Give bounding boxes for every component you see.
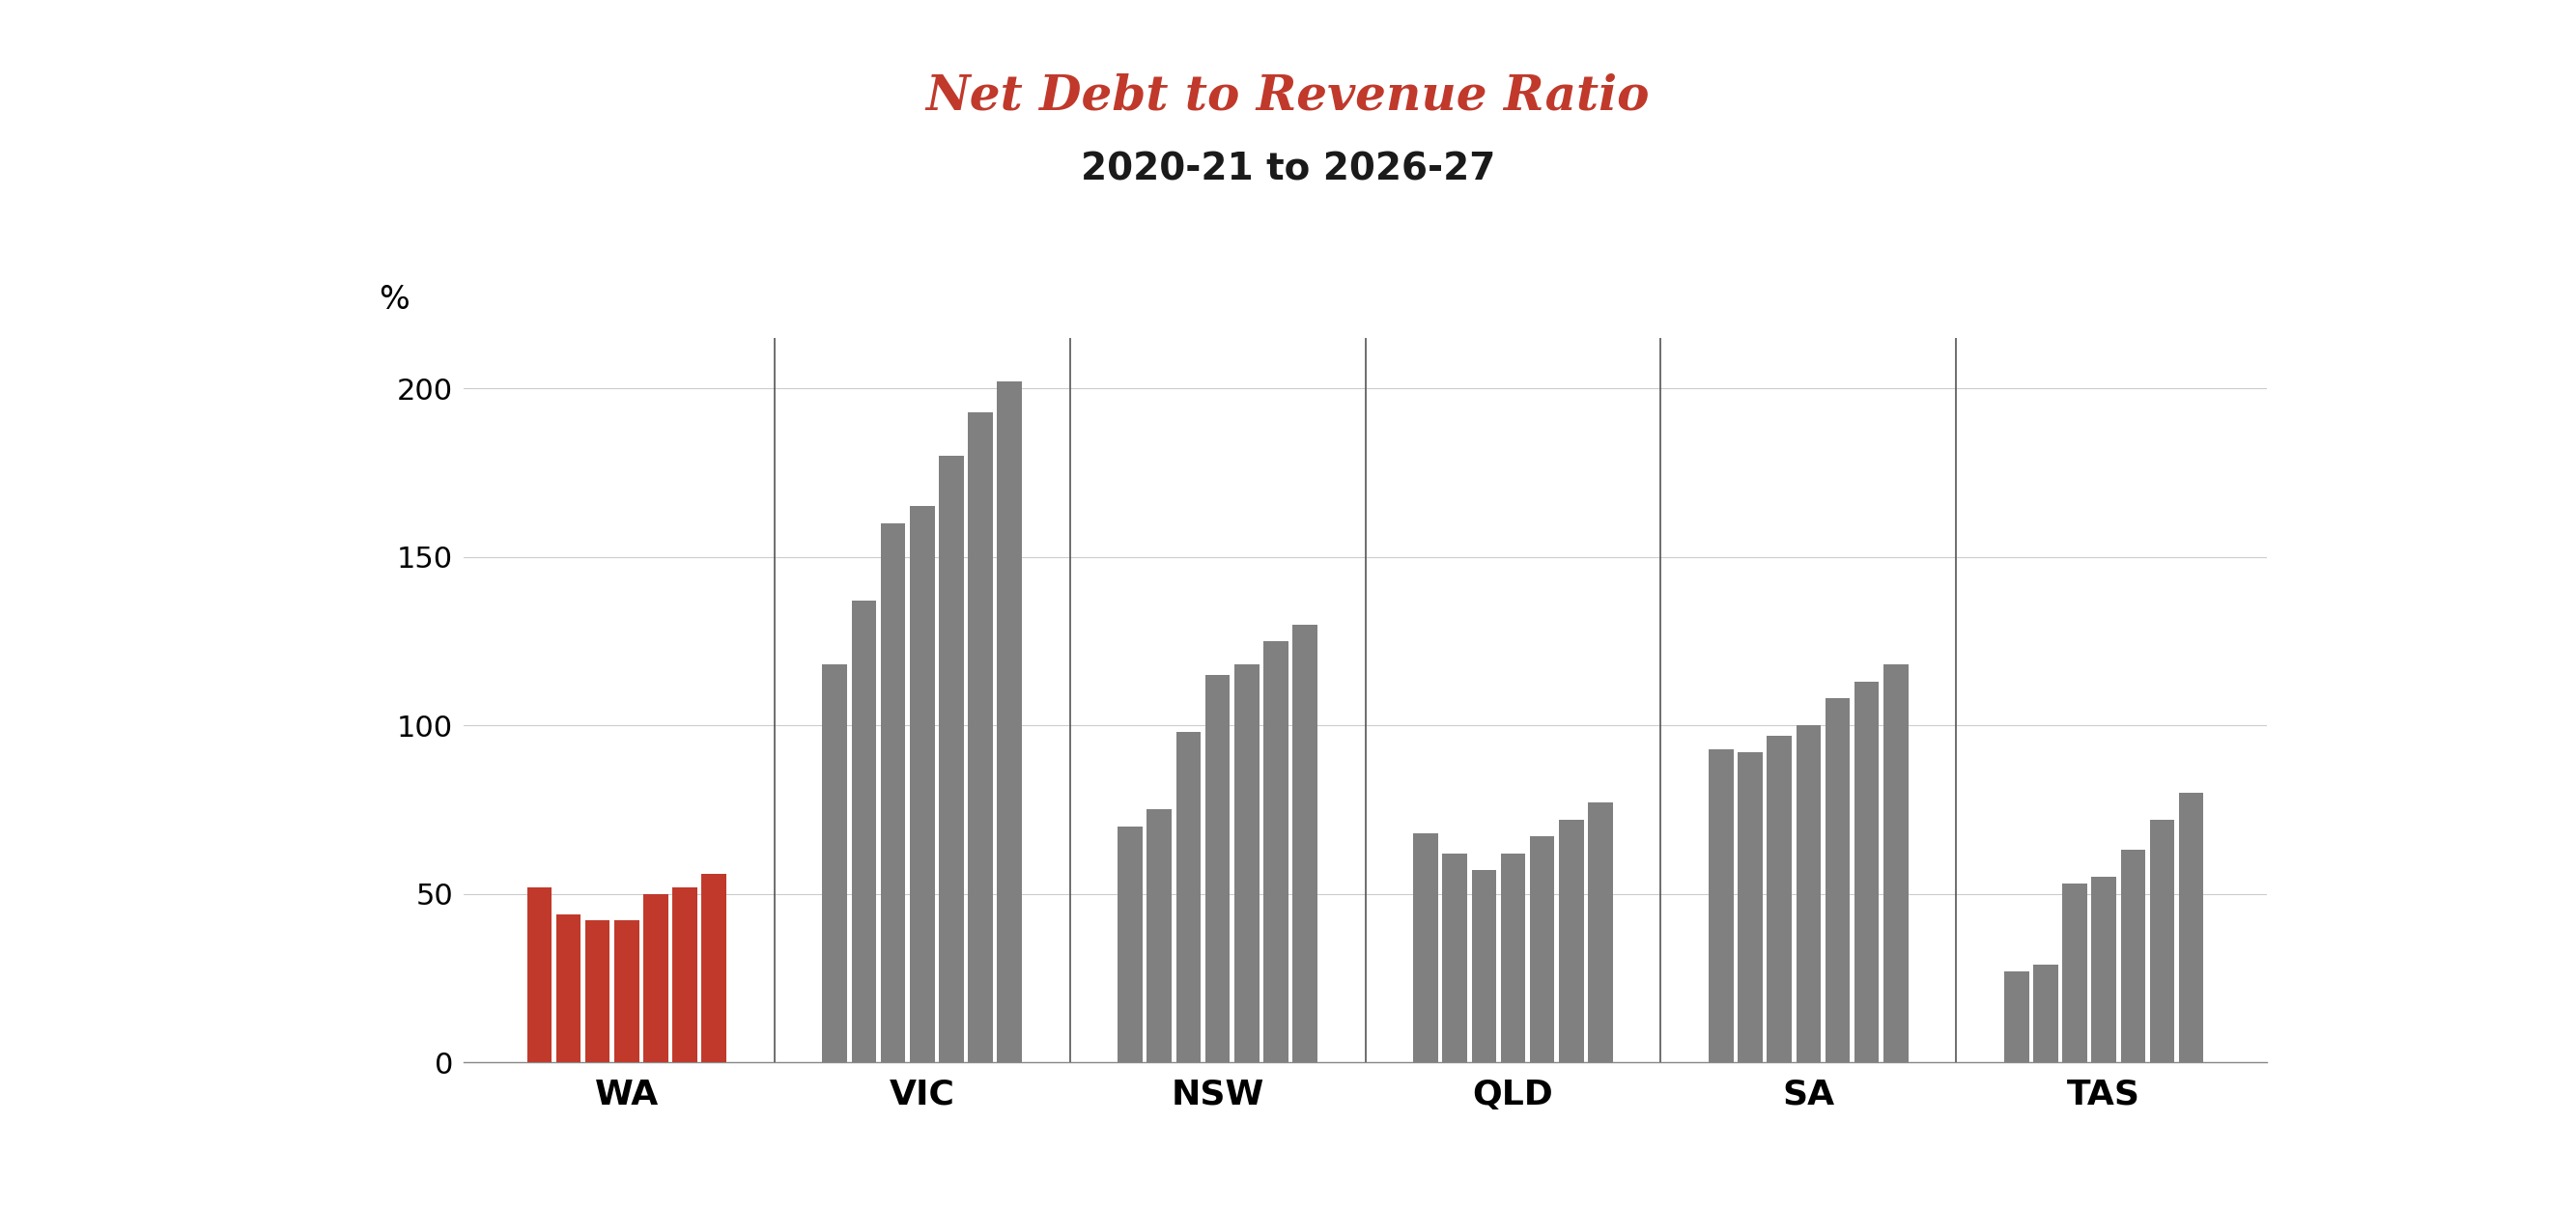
Bar	[1558, 820, 1584, 1062]
Bar	[672, 887, 698, 1062]
Bar	[556, 914, 580, 1062]
Bar	[2179, 793, 2202, 1062]
Bar	[1414, 833, 1437, 1062]
Bar	[1443, 853, 1468, 1062]
Bar	[585, 921, 611, 1062]
Bar	[1855, 682, 1878, 1062]
Bar	[2032, 964, 2058, 1062]
Text: %: %	[379, 285, 410, 316]
Bar	[997, 381, 1023, 1062]
Bar	[613, 921, 639, 1062]
Bar	[2063, 884, 2087, 1062]
Bar	[2151, 820, 2174, 1062]
Bar	[701, 874, 726, 1062]
Bar	[1795, 725, 1821, 1062]
Bar	[822, 665, 848, 1062]
Bar	[1767, 735, 1793, 1062]
Bar	[1587, 803, 1613, 1062]
Bar	[1177, 733, 1200, 1062]
Bar	[1708, 748, 1734, 1062]
Bar	[1471, 870, 1497, 1062]
Bar	[1826, 699, 1850, 1062]
Bar	[1530, 836, 1553, 1062]
Bar	[2120, 850, 2146, 1062]
Bar	[938, 456, 963, 1062]
Bar	[2092, 877, 2117, 1062]
Bar	[1883, 665, 1909, 1062]
Bar	[1206, 675, 1229, 1062]
Bar	[1262, 641, 1288, 1062]
Text: 2020-21 to 2026-27: 2020-21 to 2026-27	[1082, 151, 1494, 187]
Bar	[969, 412, 992, 1062]
Bar	[1739, 752, 1762, 1062]
Bar	[1146, 810, 1172, 1062]
Bar	[853, 601, 876, 1062]
Bar	[644, 893, 667, 1062]
Bar	[2004, 972, 2030, 1062]
Text: Net Debt to Revenue Ratio: Net Debt to Revenue Ratio	[925, 72, 1651, 119]
Bar	[1234, 665, 1260, 1062]
Bar	[1502, 853, 1525, 1062]
Bar	[1118, 827, 1144, 1062]
Bar	[881, 523, 904, 1062]
Bar	[909, 507, 935, 1062]
Bar	[528, 887, 551, 1062]
Bar	[1293, 624, 1316, 1062]
